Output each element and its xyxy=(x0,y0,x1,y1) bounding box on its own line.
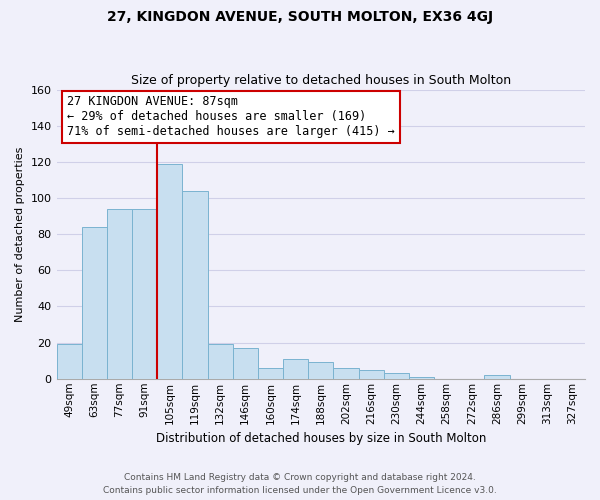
Bar xyxy=(484,375,509,379)
Bar xyxy=(334,368,359,379)
Title: Size of property relative to detached houses in South Molton: Size of property relative to detached ho… xyxy=(131,74,511,87)
Bar xyxy=(409,377,434,379)
Bar xyxy=(132,209,157,379)
Bar xyxy=(208,344,233,379)
Bar xyxy=(258,368,283,379)
Bar xyxy=(283,359,308,379)
Text: Contains HM Land Registry data © Crown copyright and database right 2024.
Contai: Contains HM Land Registry data © Crown c… xyxy=(103,474,497,495)
Text: 27 KINGDON AVENUE: 87sqm
← 29% of detached houses are smaller (169)
71% of semi-: 27 KINGDON AVENUE: 87sqm ← 29% of detach… xyxy=(67,96,395,138)
X-axis label: Distribution of detached houses by size in South Molton: Distribution of detached houses by size … xyxy=(155,432,486,445)
Y-axis label: Number of detached properties: Number of detached properties xyxy=(15,146,25,322)
Bar xyxy=(82,227,107,379)
Bar xyxy=(157,164,182,379)
Bar xyxy=(182,191,208,379)
Bar xyxy=(107,209,132,379)
Bar xyxy=(308,362,334,379)
Bar xyxy=(359,370,383,379)
Text: 27, KINGDON AVENUE, SOUTH MOLTON, EX36 4GJ: 27, KINGDON AVENUE, SOUTH MOLTON, EX36 4… xyxy=(107,10,493,24)
Bar xyxy=(383,374,409,379)
Bar xyxy=(56,344,82,379)
Bar xyxy=(233,348,258,379)
